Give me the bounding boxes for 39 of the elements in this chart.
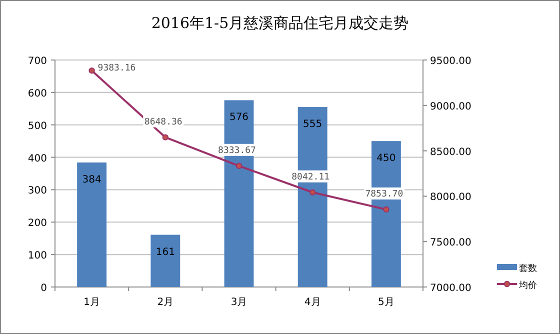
- y-tick-label: 300: [28, 186, 47, 197]
- y2-tick-label: 7500.00: [430, 238, 472, 249]
- y2-tick-label: 8000.00: [430, 192, 472, 204]
- x-tick-label: 5月: [378, 297, 394, 308]
- data-label: 161: [156, 246, 175, 258]
- point: [162, 134, 168, 140]
- point: [310, 189, 316, 196]
- x-tick-label: 3月: [230, 297, 248, 308]
- data-label: 9383.16: [98, 64, 136, 74]
- y-tick-label: 200: [28, 218, 47, 230]
- x-tick-label: 4月: [304, 297, 321, 308]
- data-label: 7853.70: [365, 189, 404, 200]
- y-tick-label: 600: [28, 88, 47, 100]
- y2-tick-label: 9000.00: [430, 101, 472, 112]
- data-label: 8042.11: [292, 172, 330, 182]
- data-label: 555: [303, 119, 322, 130]
- y-tick-label: 700: [28, 56, 47, 67]
- chart-title: 2016年1-5月慈溪商品住宅月成交走势: [151, 14, 409, 32]
- bar: [150, 234, 180, 287]
- data-label: 450: [376, 153, 396, 164]
- y2-tick-label: 8500.00: [430, 146, 472, 158]
- point: [383, 206, 390, 213]
- legend-label: 均价: [518, 280, 537, 291]
- data-label: 384: [82, 174, 102, 186]
- data-label: 8648.36: [144, 117, 182, 128]
- y-tick-label: 400: [28, 153, 47, 164]
- y-tick-label: 100: [28, 250, 47, 262]
- y2-tick-label: 7000.00: [430, 283, 472, 294]
- x-tick-label: 2月: [157, 297, 174, 308]
- x-tick-label: 1月: [84, 297, 100, 308]
- bar: [77, 162, 107, 287]
- point: [236, 162, 242, 170]
- point: [88, 68, 95, 74]
- legend-label: 套数: [519, 263, 537, 274]
- y-tick-label: 500: [28, 120, 47, 132]
- y2-tick-label: 9500.00: [430, 56, 472, 67]
- data-label: 8333.67: [218, 146, 256, 156]
- y-tick-label: 0: [40, 283, 47, 294]
- data-label: 576: [229, 112, 249, 124]
